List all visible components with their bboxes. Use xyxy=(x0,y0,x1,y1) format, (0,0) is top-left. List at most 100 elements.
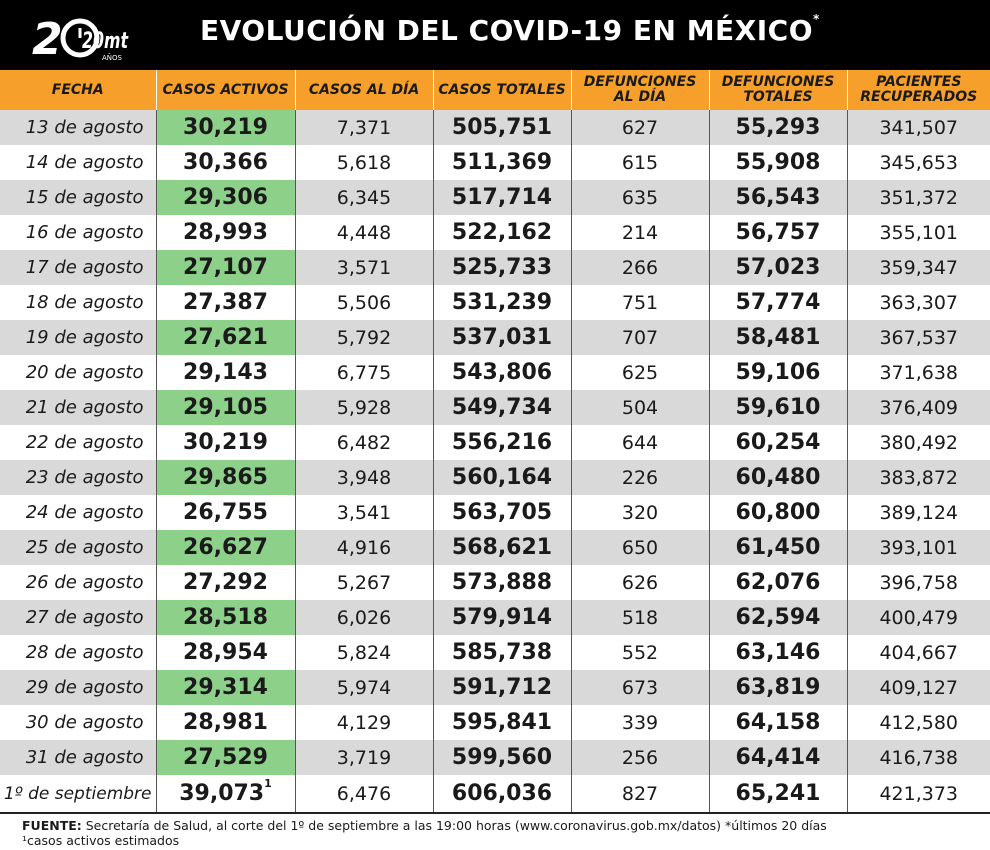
logo-subtext: AÑOS xyxy=(102,53,123,62)
table-row: 23 de agosto 29,865 3,948 560,164 226 60,480 3… xyxy=(0,460,990,495)
svg-text:2: 2 xyxy=(32,14,63,64)
cell-fecha: 19 de agosto xyxy=(0,320,157,355)
cell-fecha: 22 de agosto xyxy=(0,425,157,460)
cell-defunciones-al-dia: 552 xyxy=(571,635,710,670)
cell-casos-activos: 26,627 xyxy=(156,530,296,565)
table-row: 1º de septiembre 39,0731 6,476 606,036 827 65… xyxy=(0,775,990,814)
cell-fecha: 15 de agosto xyxy=(0,180,157,215)
cell-defunciones-totales: 59,610 xyxy=(709,390,848,425)
cell-fecha: 20 de agosto xyxy=(0,355,157,390)
cell-casos-totales: 599,560 xyxy=(433,740,572,775)
cell-casos-al-dia: 4,129 xyxy=(295,705,434,740)
cell-defunciones-al-dia: 339 xyxy=(571,705,710,740)
table-row: 18 de agosto 27,387 5,506 531,239 751 57,774 3… xyxy=(0,285,990,320)
cell-casos-activos: 29,314 xyxy=(156,670,296,705)
cell-casos-al-dia: 4,916 xyxy=(295,530,434,565)
col-header-casos-al-dia: CASOS AL DÍA xyxy=(295,70,434,110)
cell-pacientes-recuperados: 383,872 xyxy=(847,460,990,495)
col-header-casos-activos: CASOS ACTIVOS xyxy=(156,70,296,110)
table-row: 20 de agosto 29,143 6,775 543,806 625 59,106 3… xyxy=(0,355,990,390)
cell-casos-totales: 522,162 xyxy=(433,215,572,250)
cell-casos-totales: 556,216 xyxy=(433,425,572,460)
footnote-marker: 1 xyxy=(264,777,272,790)
table-row: 30 de agosto 28,981 4,129 595,841 339 64,158 4… xyxy=(0,705,990,740)
table-row: 19 de agosto 27,621 5,792 537,031 707 58,481 3… xyxy=(0,320,990,355)
col-header-pacientes-recuperados: PACIENTES RECUPERADOS xyxy=(847,70,990,110)
cell-casos-activos: 27,107 xyxy=(156,250,296,285)
cell-defunciones-totales: 64,158 xyxy=(709,705,848,740)
cell-fecha: 21 de agosto xyxy=(0,390,157,425)
cell-defunciones-al-dia: 673 xyxy=(571,670,710,705)
cell-casos-activos: 27,292 xyxy=(156,565,296,600)
footer: FUENTE: Secretaría de Salud, al corte de… xyxy=(22,818,982,848)
cell-defunciones-totales: 56,543 xyxy=(709,180,848,215)
source-line: FUENTE: Secretaría de Salud, al corte de… xyxy=(22,818,982,833)
cell-defunciones-totales: 62,076 xyxy=(709,565,848,600)
cell-pacientes-recuperados: 355,101 xyxy=(847,215,990,250)
cell-casos-al-dia: 5,506 xyxy=(295,285,434,320)
source-label: FUENTE: xyxy=(22,818,82,833)
cell-casos-al-dia: 6,345 xyxy=(295,180,434,215)
cell-casos-totales: 591,712 xyxy=(433,670,572,705)
cell-fecha: 25 de agosto xyxy=(0,530,157,565)
cell-fecha: 17 de agosto xyxy=(0,250,157,285)
cell-fecha: 28 de agosto xyxy=(0,635,157,670)
cell-casos-totales: 579,914 xyxy=(433,600,572,635)
cell-pacientes-recuperados: 345,653 xyxy=(847,145,990,180)
cell-casos-activos: 27,529 xyxy=(156,740,296,775)
cell-defunciones-al-dia: 226 xyxy=(571,460,710,495)
cell-defunciones-al-dia: 751 xyxy=(571,285,710,320)
col-header-casos-totales: CASOS TOTALES xyxy=(433,70,572,110)
cell-pacientes-recuperados: 341,507 xyxy=(847,110,990,145)
cell-defunciones-totales: 57,774 xyxy=(709,285,848,320)
cell-casos-activos: 29,306 xyxy=(156,180,296,215)
title-asterisk: * xyxy=(813,12,820,26)
cell-pacientes-recuperados: 380,492 xyxy=(847,425,990,460)
cell-casos-al-dia: 5,792 xyxy=(295,320,434,355)
cell-defunciones-totales: 61,450 xyxy=(709,530,848,565)
cell-casos-activos: 30,219 xyxy=(156,110,296,145)
cell-casos-totales: 560,164 xyxy=(433,460,572,495)
cell-defunciones-al-dia: 256 xyxy=(571,740,710,775)
cell-casos-al-dia: 3,948 xyxy=(295,460,434,495)
cell-defunciones-al-dia: 518 xyxy=(571,600,710,635)
cell-casos-totales: 549,734 xyxy=(433,390,572,425)
table-row: 16 de agosto 28,993 4,448 522,162 214 56,757 3… xyxy=(0,215,990,250)
table-row: 21 de agosto 29,105 5,928 549,734 504 59,610 3… xyxy=(0,390,990,425)
cell-pacientes-recuperados: 396,758 xyxy=(847,565,990,600)
cell-pacientes-recuperados: 404,667 xyxy=(847,635,990,670)
cell-defunciones-al-dia: 707 xyxy=(571,320,710,355)
cell-casos-totales: 573,888 xyxy=(433,565,572,600)
cell-pacientes-recuperados: 371,638 xyxy=(847,355,990,390)
cell-casos-al-dia: 5,824 xyxy=(295,635,434,670)
cell-pacientes-recuperados: 393,101 xyxy=(847,530,990,565)
cell-fecha: 27 de agosto xyxy=(0,600,157,635)
cell-casos-al-dia: 7,371 xyxy=(295,110,434,145)
cell-pacientes-recuperados: 409,127 xyxy=(847,670,990,705)
cell-casos-activos: 30,366 xyxy=(156,145,296,180)
cell-casos-al-dia: 6,775 xyxy=(295,355,434,390)
table-row: 13 de agosto 30,219 7,371 505,751 627 55,293 3… xyxy=(0,110,990,145)
cell-casos-activos: 28,954 xyxy=(156,635,296,670)
cell-casos-activos: 27,387 xyxy=(156,285,296,320)
cell-defunciones-al-dia: 266 xyxy=(571,250,710,285)
cell-defunciones-al-dia: 626 xyxy=(571,565,710,600)
cell-defunciones-totales: 63,146 xyxy=(709,635,848,670)
title-bar: 2 20mt AÑOS EVOLUCIÓN DEL COVID-19 EN MÉ… xyxy=(0,0,990,70)
cell-defunciones-al-dia: 627 xyxy=(571,110,710,145)
table-row: 28 de agosto 28,954 5,824 585,738 552 63,146 4… xyxy=(0,635,990,670)
col-header-defunciones-al-dia: DEFUNCIONES AL DÍA xyxy=(571,70,710,110)
cell-fecha: 16 de agosto xyxy=(0,215,157,250)
cell-casos-totales: 563,705 xyxy=(433,495,572,530)
cell-defunciones-totales: 65,241 xyxy=(709,775,848,814)
footnote: ¹casos activos estimados xyxy=(22,833,180,848)
cell-casos-activos: 39,0731 xyxy=(156,775,296,814)
cell-casos-al-dia: 6,476 xyxy=(295,775,434,814)
cell-casos-activos: 29,143 xyxy=(156,355,296,390)
table-row: 24 de agosto 26,755 3,541 563,705 320 60,800 3… xyxy=(0,495,990,530)
col-header-fecha: FECHA xyxy=(0,70,157,110)
cell-defunciones-al-dia: 615 xyxy=(571,145,710,180)
cell-casos-al-dia: 4,448 xyxy=(295,215,434,250)
cell-fecha: 13 de agosto xyxy=(0,110,157,145)
cell-defunciones-totales: 60,254 xyxy=(709,425,848,460)
